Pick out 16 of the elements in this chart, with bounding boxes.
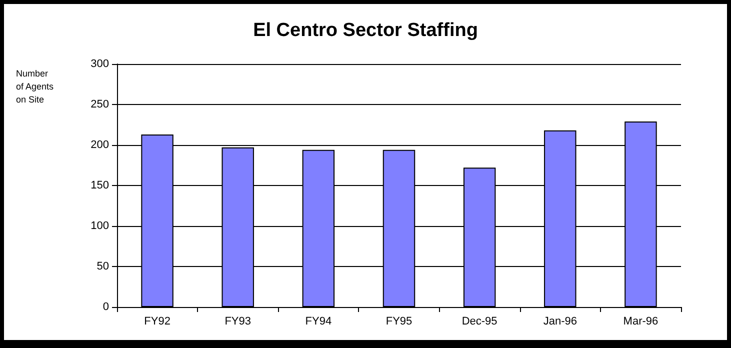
y-tick-label: 0 (102, 301, 109, 313)
y-tick-label: 150 (90, 180, 109, 192)
y-tick-label: 250 (90, 98, 109, 110)
y-tick-label: 50 (96, 260, 109, 272)
chart-title: El Centro Sector Staffing (253, 20, 478, 41)
x-tick-label: Jan-96 (543, 316, 577, 328)
y-tick-label: 100 (90, 220, 109, 232)
x-tick-label: FY95 (386, 316, 412, 328)
x-tick-label: FY93 (224, 316, 252, 328)
y-axis-title: Number of Agents on Site (16, 68, 54, 104)
x-tick-label: FY92 (144, 316, 170, 328)
y-tick-label: 200 (90, 139, 109, 151)
y-tick-label: 300 (90, 58, 109, 70)
x-tick-label: Dec-95 (462, 316, 498, 328)
x-tick-label: Mar-96 (623, 316, 658, 328)
x-tick-label: FY94 (305, 316, 332, 328)
